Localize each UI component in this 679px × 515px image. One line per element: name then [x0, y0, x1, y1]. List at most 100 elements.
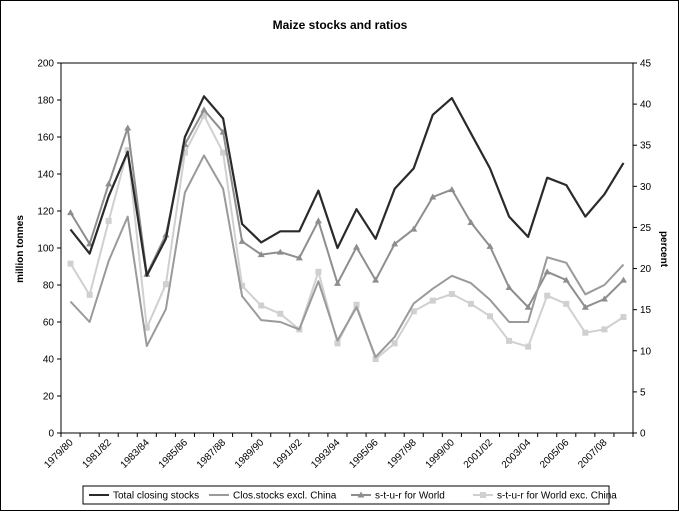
- data-point-triangle: [200, 106, 208, 113]
- legend-label: Clos.stocks excl. China: [233, 491, 337, 502]
- y2-tick-label: 10: [640, 346, 652, 357]
- data-point-square: [372, 356, 379, 362]
- y-tick-label: 20: [43, 392, 55, 403]
- y-tick-label: 180: [37, 96, 54, 107]
- data-point-square: [86, 291, 93, 298]
- data-point-square: [277, 310, 284, 317]
- x-tick-label: 2005/06: [538, 437, 572, 471]
- x-tick-label: 1983/84: [119, 437, 153, 471]
- y-tick-label: 140: [37, 170, 54, 181]
- x-tick-label: 1995/96: [347, 437, 381, 471]
- legend-label: Total closing stocks: [113, 491, 199, 502]
- data-point-triangle: [581, 303, 589, 310]
- data-point-square: [601, 326, 608, 333]
- y-tick-label: 200: [37, 59, 54, 70]
- data-point-square: [334, 340, 341, 347]
- legend-item-total: Total closing stocks: [89, 491, 199, 502]
- data-point-triangle: [124, 124, 132, 131]
- y-tick-label: 100: [37, 244, 54, 255]
- x-tick-label: 1979/80: [42, 437, 76, 471]
- legend-marker-triangle: [357, 491, 365, 498]
- data-point-triangle: [276, 248, 284, 255]
- data-point-triangle: [562, 276, 570, 283]
- series-line-excl: [69, 154, 625, 359]
- data-point-triangle: [486, 242, 494, 249]
- data-point-square: [315, 268, 322, 275]
- y2-tick-label: 0: [640, 429, 646, 440]
- series-stur: [67, 106, 627, 310]
- x-tick-label: 1999/00: [424, 437, 458, 471]
- data-point-square: [429, 297, 436, 304]
- data-point-triangle: [391, 240, 399, 247]
- x-tick-label: 2007/08: [576, 437, 610, 471]
- data-point-square: [239, 282, 246, 289]
- y-tick-label: 80: [43, 281, 55, 292]
- data-point-square: [67, 260, 74, 267]
- x-tick-label: 2003/04: [500, 437, 534, 471]
- data-point-square: [105, 217, 112, 224]
- data-point-square: [506, 337, 513, 344]
- data-point-square: [201, 112, 207, 119]
- data-point-triangle: [524, 303, 532, 310]
- series-line-stur: [69, 108, 625, 309]
- legend-item-stur_exc: s-t-u-r for World exc. China: [473, 491, 617, 502]
- x-tick-label: 1987/88: [195, 437, 229, 471]
- data-point-triangle: [353, 243, 361, 250]
- data-point-triangle: [429, 193, 437, 200]
- y2-axis-title: percent: [658, 231, 669, 268]
- data-point-square: [525, 343, 532, 350]
- y2-tick-label: 30: [640, 182, 652, 193]
- data-point-square: [620, 314, 627, 321]
- y2-tick-label: 25: [640, 223, 652, 234]
- y2-tick-label: 45: [640, 59, 652, 70]
- data-point-square: [162, 281, 169, 288]
- data-point-square: [124, 147, 131, 154]
- data-point-triangle: [238, 237, 246, 244]
- data-point-triangle: [467, 219, 475, 226]
- chart-title: Maize stocks and ratios: [273, 18, 408, 32]
- x-tick-label: 1997/98: [386, 437, 420, 471]
- series-line-total: [69, 95, 625, 277]
- data-point-square: [410, 308, 417, 315]
- data-point-triangle: [410, 225, 418, 232]
- legend-item-stur: s-t-u-r for World: [351, 491, 445, 502]
- data-point-square: [181, 149, 188, 156]
- y-tick-label: 60: [43, 318, 55, 329]
- data-point-triangle: [505, 283, 513, 290]
- data-point-triangle: [295, 254, 303, 261]
- data-point-square: [582, 329, 589, 336]
- data-point-square: [258, 302, 265, 309]
- y2-tick-label: 40: [640, 100, 652, 111]
- x-tick-label: 1993/94: [309, 437, 343, 471]
- legend: Total closing stocks Clos.stocks excl. Ch…: [82, 485, 617, 505]
- x-tick-label: 1989/90: [233, 437, 267, 471]
- legend-label: s-t-u-r for World exc. China: [497, 491, 617, 502]
- y2-tick-label: 5: [640, 387, 646, 398]
- data-point-triangle: [105, 180, 113, 187]
- y-axis-title: million tonnes: [15, 215, 26, 283]
- data-point-triangle: [67, 209, 75, 216]
- x-tick-label: 1985/86: [157, 437, 191, 471]
- y2-tick-label: 20: [640, 264, 652, 275]
- data-point-square: [487, 313, 493, 320]
- series-excl: [69, 154, 625, 359]
- data-point-triangle: [448, 186, 456, 193]
- series-total: [69, 95, 625, 277]
- data-point-triangle: [619, 276, 627, 283]
- data-point-square: [563, 300, 570, 307]
- data-point-square: [220, 149, 227, 156]
- data-point-triangle: [314, 217, 322, 224]
- data-point-square: [448, 291, 455, 298]
- data-point-triangle: [600, 295, 608, 302]
- y-tick-label: 160: [37, 133, 54, 144]
- legend-box: [82, 485, 610, 505]
- data-point-square: [353, 301, 360, 308]
- y2-tick-label: 15: [640, 305, 652, 316]
- x-tick-label: 2001/02: [462, 437, 496, 471]
- data-point-triangle: [543, 268, 551, 275]
- legend-item-excl: Clos.stocks excl. China: [209, 491, 337, 502]
- y-tick-label: 120: [37, 207, 54, 218]
- data-point-triangle: [257, 251, 265, 258]
